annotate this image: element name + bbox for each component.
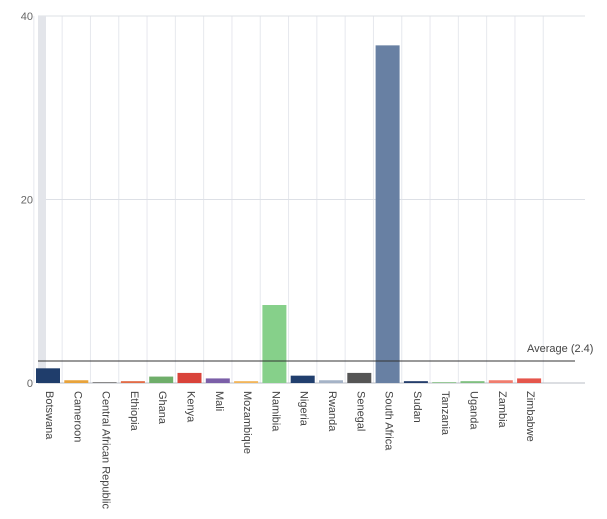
average-label: Average (2.4) [527, 343, 593, 355]
bar-cameroon[interactable] [64, 380, 89, 383]
bar-zambia[interactable] [488, 380, 513, 383]
bar-botswana[interactable] [36, 368, 60, 383]
bar-senegal[interactable] [347, 372, 372, 383]
x-tick-label: Sudan [411, 391, 423, 423]
bar-mozambique[interactable] [234, 381, 259, 383]
x-tick-label: Zimbabwe [524, 391, 536, 442]
bar-south-africa[interactable] [375, 45, 400, 384]
x-tick-label: Cameroon [71, 391, 83, 442]
y-tick-label: 20 [21, 195, 33, 207]
x-tick-label: Ethiopia [128, 391, 140, 432]
y-tick-label: 40 [21, 11, 33, 23]
x-tick-label: Namibia [269, 391, 281, 432]
bar-ethiopia[interactable] [120, 381, 145, 383]
x-tick-label: Central African Republic [100, 391, 112, 510]
bar-ghana[interactable] [149, 376, 174, 383]
bar-mali[interactable] [205, 378, 230, 383]
bar-tanzania[interactable] [432, 382, 457, 383]
x-tick-label: Mali [213, 391, 225, 411]
x-tick-label: Botswana [43, 391, 55, 440]
bar-kenya[interactable] [177, 372, 202, 383]
bar-zimbabwe[interactable] [517, 378, 542, 383]
x-tick-label: Kenya [185, 391, 197, 423]
x-tick-label: South Africa [383, 391, 395, 451]
y-axis-band [38, 16, 46, 383]
bar-namibia[interactable] [262, 305, 287, 383]
x-tick-label: Tanzania [439, 391, 451, 436]
bar-central-african-republic[interactable] [92, 382, 117, 383]
x-tick-label: Zambia [496, 391, 508, 429]
bar-nigeria[interactable] [290, 375, 315, 383]
bar-rwanda[interactable] [319, 380, 343, 383]
x-tick-label: Senegal [354, 391, 366, 431]
y-tick-label: 0 [27, 378, 33, 390]
x-tick-label: Rwanda [326, 391, 338, 432]
x-tick-label: Mozambique [241, 391, 253, 454]
x-tick-label: Ghana [156, 391, 168, 425]
bar-uganda[interactable] [460, 381, 485, 383]
x-tick-label: Uganda [468, 391, 480, 430]
x-tick-label: Nigeria [298, 391, 310, 427]
bar-sudan[interactable] [403, 381, 428, 383]
